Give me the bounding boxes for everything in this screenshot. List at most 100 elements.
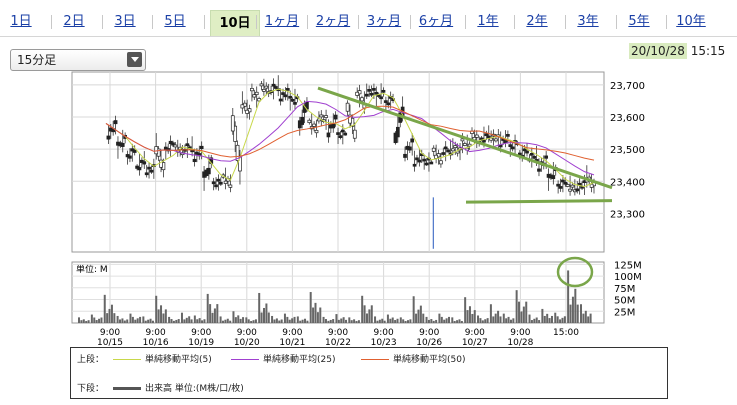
legend-upper-label: 上段： <box>77 355 105 365</box>
tab-13[interactable]: 10年 <box>676 14 706 29</box>
volume-bar <box>134 319 137 323</box>
candle-body <box>372 88 376 91</box>
candle-body <box>235 144 240 161</box>
volume-bar <box>430 319 433 323</box>
tab-10[interactable]: 2年 <box>526 14 548 29</box>
candle-body <box>262 89 266 92</box>
candle-body <box>462 143 467 146</box>
volume-bar <box>451 317 454 323</box>
volume-bar <box>211 312 214 323</box>
x-tick-date: 10/28 <box>507 338 533 348</box>
candle-body <box>173 144 178 148</box>
tab-separator <box>666 15 667 29</box>
volume-bar <box>283 313 286 323</box>
candle-body <box>329 123 333 129</box>
candle-body <box>238 155 242 172</box>
candle-body <box>343 132 348 136</box>
volume-bar <box>494 313 497 323</box>
volume-bar <box>271 315 274 323</box>
volume-bar <box>357 320 360 323</box>
candle-body <box>163 146 168 150</box>
volume-bar <box>131 316 134 323</box>
chevron-down-icon[interactable] <box>127 52 142 67</box>
volume-bar <box>121 318 124 323</box>
tab-7[interactable]: 3ヶ月 <box>366 14 402 29</box>
volume-bar <box>345 319 348 323</box>
volume-bar <box>301 319 304 323</box>
x-tick-date: 10/26 <box>416 338 442 348</box>
tab-5[interactable]: 1ヶ月 <box>264 14 300 29</box>
tab-4[interactable]: 10日 <box>210 10 260 36</box>
volume-bar <box>113 313 116 323</box>
volume-bar <box>136 318 139 323</box>
tab-8[interactable]: 6ヶ月 <box>418 14 454 29</box>
candle-body <box>446 149 450 153</box>
volume-bar <box>164 309 167 323</box>
volume-bar <box>546 313 549 323</box>
volume-bar <box>509 319 512 323</box>
volume-bar <box>160 305 163 323</box>
volume-bar <box>188 316 191 323</box>
candle-body <box>395 126 400 138</box>
volume-bar <box>335 314 338 323</box>
candle-body <box>532 156 537 159</box>
candle-body <box>185 143 190 147</box>
tab-separator <box>514 15 515 29</box>
volume-bar <box>116 315 119 323</box>
price-tick-label: 23,300 <box>610 209 645 220</box>
volume-bar <box>288 319 291 323</box>
candle-body <box>230 115 235 132</box>
volume-bar <box>525 301 528 323</box>
volume-bar <box>460 321 463 323</box>
candle-body <box>333 114 338 120</box>
volume-bar <box>258 292 261 323</box>
tab-separator <box>102 15 103 29</box>
volume-bar <box>402 319 405 323</box>
x-tick-time: 9:00 <box>465 328 485 338</box>
x-tick-date: 10/19 <box>188 338 214 348</box>
tab-9[interactable]: 1年 <box>477 14 499 29</box>
volume-bar <box>548 318 551 323</box>
candle-body <box>369 92 374 96</box>
volume-bar <box>477 315 480 323</box>
volume-bar <box>190 319 193 323</box>
candle-body <box>474 134 479 138</box>
tab-11[interactable]: 3年 <box>577 14 599 29</box>
tab-0[interactable]: 1日 <box>10 14 32 29</box>
tab-separator <box>358 15 359 29</box>
x-tick-date: 10/22 <box>325 338 351 348</box>
last-update: 20/10/28 15:15 <box>629 43 725 59</box>
volume-bar <box>422 313 425 323</box>
volume-bar <box>378 319 381 323</box>
volume-bar <box>440 316 443 323</box>
volume-bar <box>157 309 160 323</box>
volume-bar <box>448 316 451 323</box>
tab-2[interactable]: 3日 <box>114 14 136 29</box>
x-tick-time: 9:00 <box>145 328 165 338</box>
candle-body <box>374 91 379 95</box>
candle-body <box>364 93 369 97</box>
volume-bar <box>201 320 204 323</box>
tab-1[interactable]: 2日 <box>63 14 85 29</box>
tab-12[interactable]: 5年 <box>628 14 650 29</box>
volume-bar <box>492 316 495 323</box>
volume-bar <box>394 320 397 323</box>
tab-separator <box>307 15 308 29</box>
interval-select[interactable]: 15分足 <box>10 49 146 71</box>
volume-bar <box>252 320 255 323</box>
volume-bar <box>103 294 106 323</box>
volume-bar <box>175 319 178 323</box>
volume-bar <box>502 313 505 323</box>
candle-body <box>348 114 352 124</box>
volume-bar <box>170 319 173 323</box>
volume-bar <box>296 316 299 323</box>
candle-body <box>326 132 331 138</box>
tab-6[interactable]: 2ヶ月 <box>315 14 351 29</box>
volume-bar <box>185 317 188 323</box>
volume-bar <box>512 318 515 323</box>
candle-body <box>403 153 407 158</box>
candle-body <box>147 166 151 170</box>
volume-bar <box>589 313 592 323</box>
candle-body <box>537 168 541 172</box>
tab-3[interactable]: 5日 <box>164 14 186 29</box>
